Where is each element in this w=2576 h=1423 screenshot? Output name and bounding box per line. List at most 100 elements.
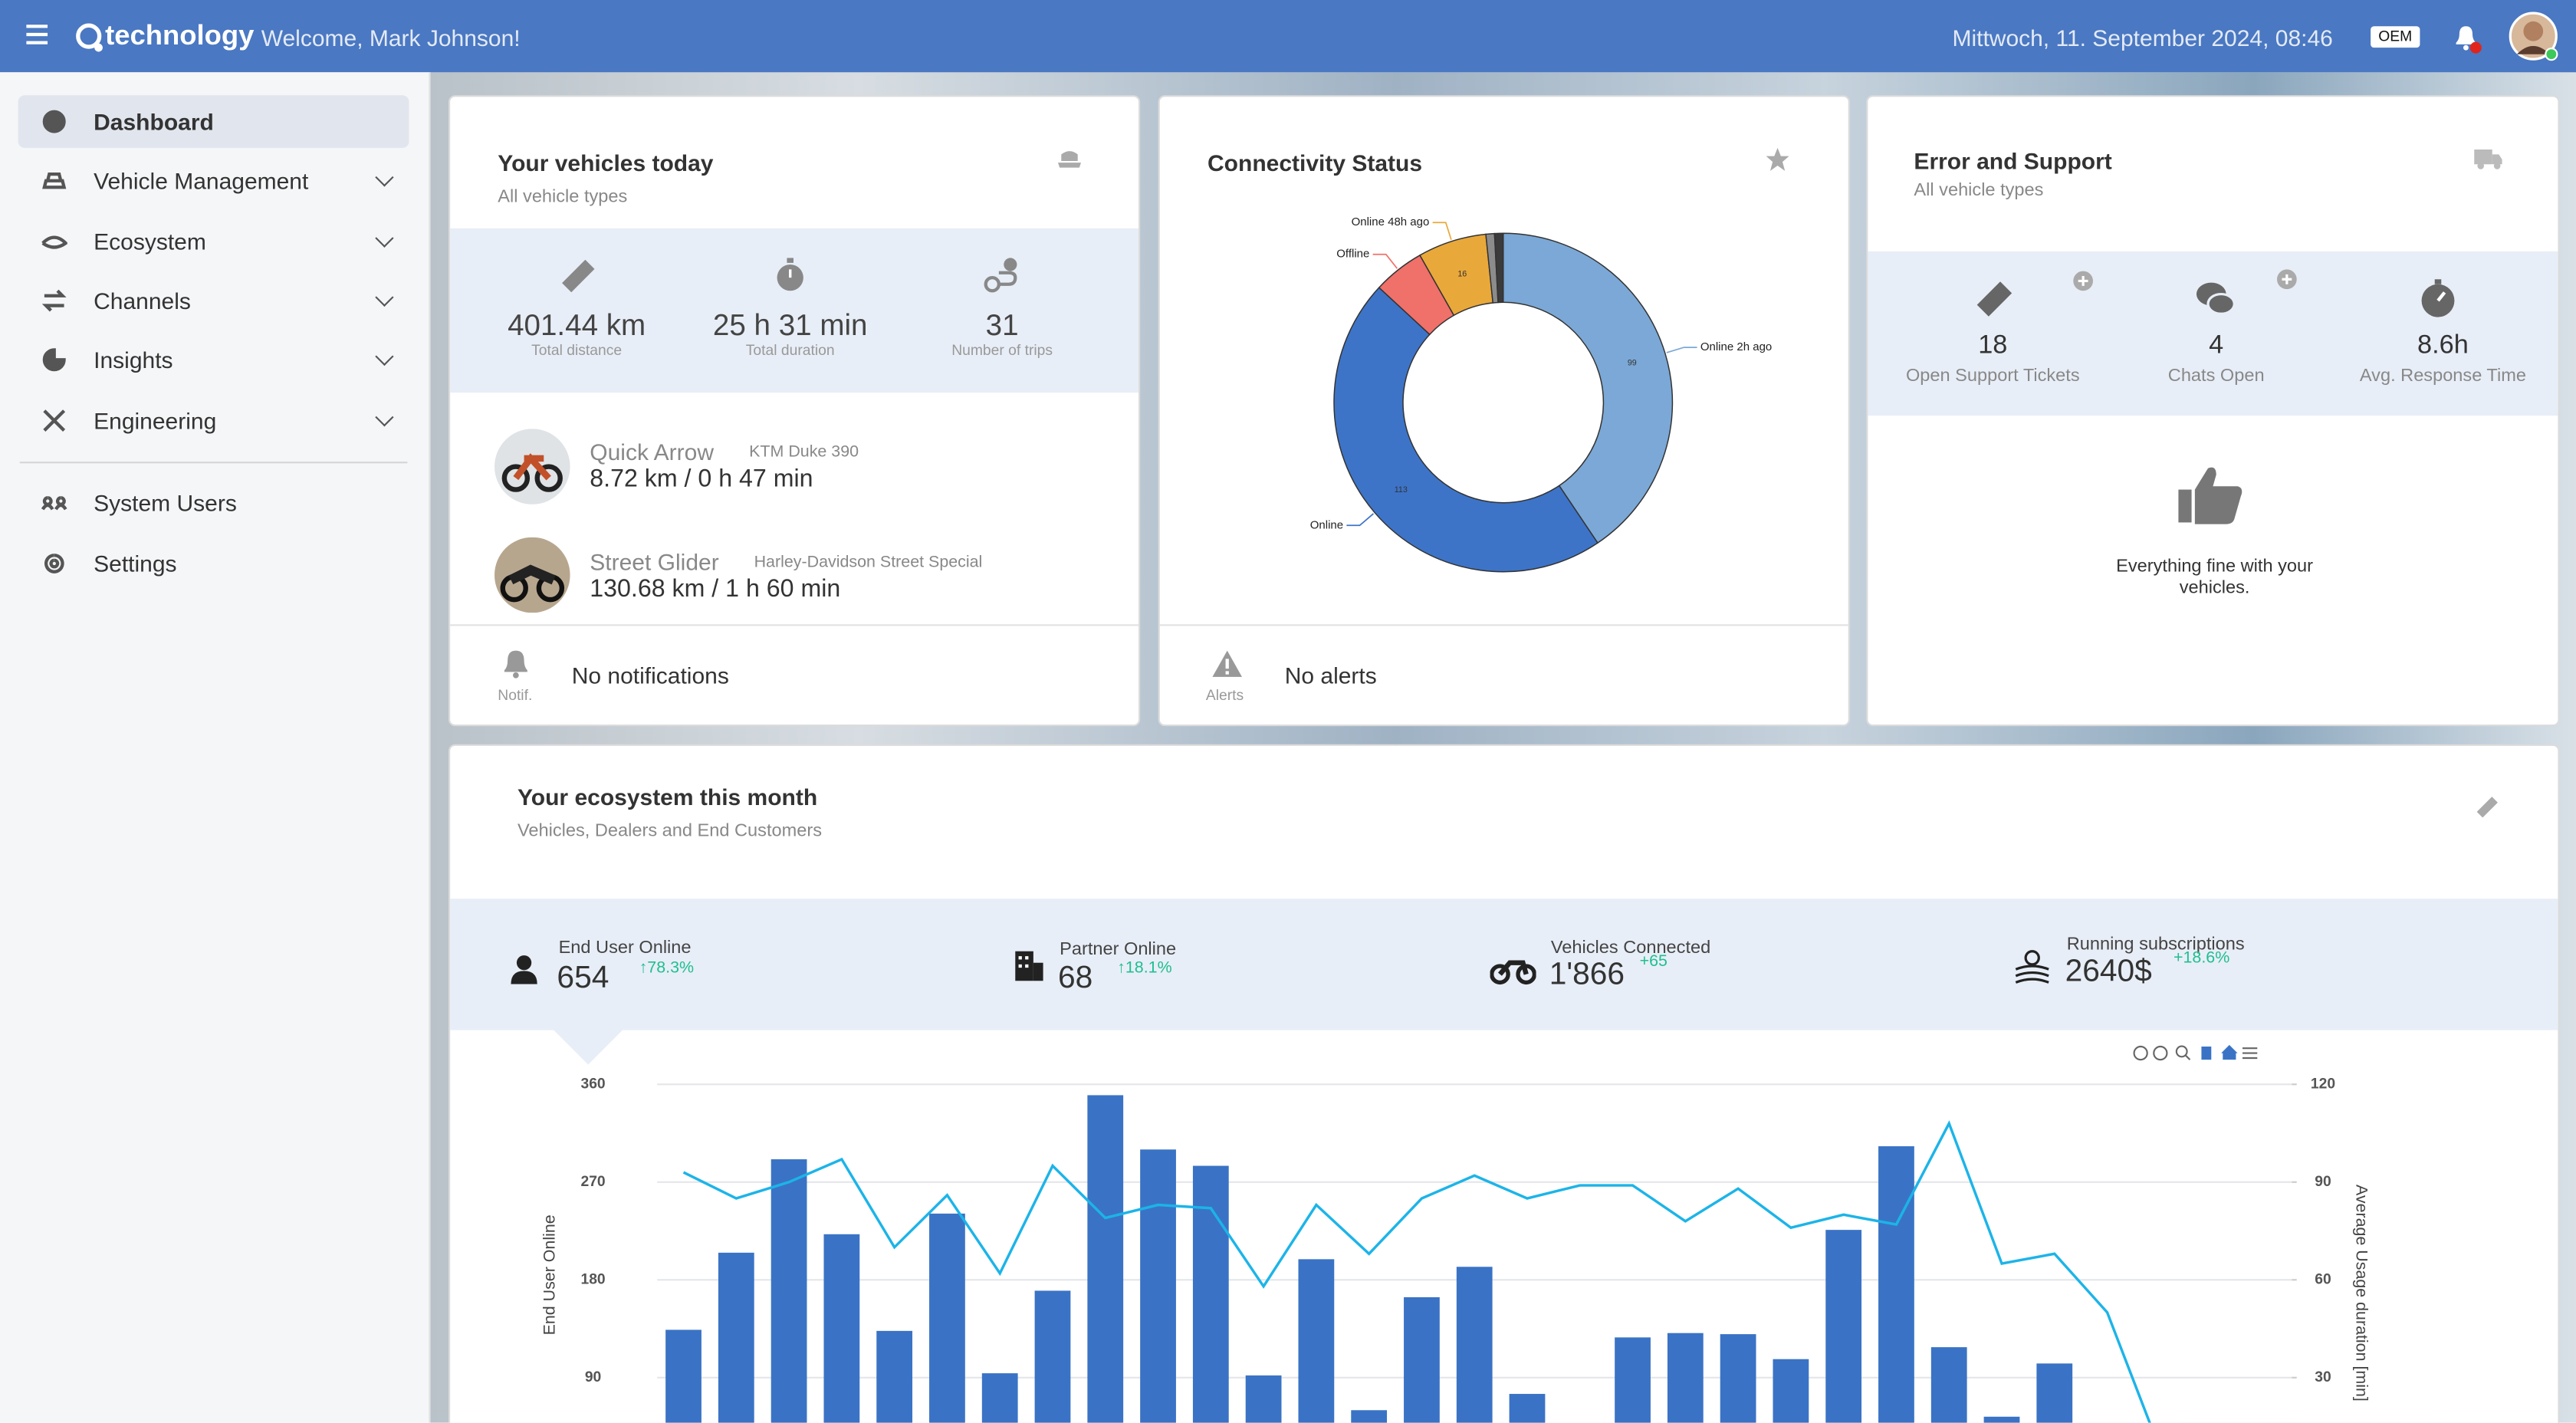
notification-bell[interactable] xyxy=(2451,23,2484,56)
bar xyxy=(1404,1296,1440,1423)
kpi-label: Running subscriptions xyxy=(2066,935,2245,955)
top-bar: technology Welcome, Mark Johnson! Mittwo… xyxy=(0,0,2576,73)
thumbs-up-icon xyxy=(2178,467,2242,524)
nav-item[interactable]: Insights xyxy=(94,347,173,373)
icon-shape xyxy=(41,289,67,312)
nav-icon xyxy=(42,348,66,372)
bar xyxy=(1351,1410,1388,1423)
kpi-value: 2640$ xyxy=(2065,955,2152,989)
card-title: Connectivity Status xyxy=(1208,150,1423,176)
alert-icon xyxy=(1212,650,1242,677)
menu-button[interactable] xyxy=(26,25,48,44)
bar xyxy=(1087,1095,1124,1423)
add-ticket-button[interactable] xyxy=(2072,269,2095,292)
stat-value: 8.6h xyxy=(2417,331,2469,360)
card-title: Your vehicles today xyxy=(498,150,714,176)
bar xyxy=(1245,1375,1282,1423)
nav-item[interactable]: Ecosystem xyxy=(94,228,206,255)
vehicle-name[interactable]: Street Glider xyxy=(590,548,719,575)
vehicle-summary: 130.68 km / 1 h 60 min xyxy=(590,575,841,603)
logo-icon xyxy=(76,23,103,52)
brand[interactable]: technology xyxy=(105,19,255,51)
icon-shape xyxy=(41,235,67,249)
bar xyxy=(1509,1394,1546,1423)
nav-icon xyxy=(42,172,67,189)
line-series xyxy=(682,1120,2151,1423)
user-icon xyxy=(511,955,537,984)
leader-line xyxy=(1666,347,1697,353)
icon-shape xyxy=(42,172,67,189)
date-time: Mittwoch, 11. September 2024, 08:46 xyxy=(1952,25,2333,51)
bar xyxy=(981,1373,1018,1423)
ruler-icon xyxy=(562,259,595,293)
add-chat-button[interactable] xyxy=(2275,268,2298,291)
chat-icon xyxy=(2196,282,2236,315)
icon-shape xyxy=(42,110,66,133)
y2-tick-label: 60 xyxy=(2315,1271,2331,1287)
segment-value-label: 113 xyxy=(1395,485,1408,495)
footer-icon-label: Notif. xyxy=(498,686,533,704)
favorite-star[interactable] xyxy=(1764,146,1790,173)
stat-value: 18 xyxy=(1978,331,2008,360)
nav-item[interactable]: Channels xyxy=(94,288,191,314)
oem-badge[interactable]: OEM xyxy=(2371,26,2420,48)
leader-line xyxy=(1346,513,1374,527)
kpi-band xyxy=(450,899,2558,1030)
stat-label: Avg. Response Time xyxy=(2359,366,2526,386)
card-subtitle: All vehicle types xyxy=(1914,180,2044,201)
vehicle-photo xyxy=(495,537,570,613)
route-icon xyxy=(984,258,1017,293)
user-avatar[interactable] xyxy=(2509,12,2561,64)
stat-label: Chats Open xyxy=(2167,366,2265,386)
segment-value-label: 99 xyxy=(1628,359,1637,368)
icon-shape xyxy=(43,409,66,432)
y2-tick-label: 120 xyxy=(2311,1076,2335,1092)
bar xyxy=(1034,1290,1071,1423)
stat-label: Total distance xyxy=(531,341,623,359)
stat-value: 31 xyxy=(985,308,1019,342)
nav-icon xyxy=(44,554,64,573)
bar xyxy=(1878,1146,1914,1423)
segment-value-label: 16 xyxy=(1457,269,1467,278)
bar xyxy=(770,1159,807,1423)
stat-label: Number of trips xyxy=(951,341,1053,359)
stats-band xyxy=(450,228,1138,393)
bar xyxy=(1930,1347,1967,1423)
leader-line xyxy=(1372,253,1398,269)
bar xyxy=(2036,1363,2073,1423)
vehicle-icon xyxy=(1058,151,1081,168)
icon-shape xyxy=(44,554,64,573)
edit-button[interactable] xyxy=(2474,795,2500,821)
nav-item[interactable]: Vehicle Management xyxy=(94,167,309,194)
stat-value: 25 h 31 min xyxy=(712,308,868,342)
chart-toolbar[interactable] xyxy=(2131,1043,2262,1063)
bar xyxy=(1773,1359,1809,1423)
bar xyxy=(1140,1149,1176,1423)
nav-item[interactable]: System Users xyxy=(94,489,237,516)
stats-band xyxy=(1868,251,2558,416)
stat-label: Total duration xyxy=(745,341,835,359)
footer-text: No alerts xyxy=(1284,662,1377,688)
nav-item[interactable]: Settings xyxy=(94,550,177,577)
bar xyxy=(1825,1230,1862,1423)
truck-icon xyxy=(2474,150,2502,169)
y-tick-label: 180 xyxy=(580,1271,605,1287)
kpi-label: End User Online xyxy=(558,938,692,958)
y-tick-label: 270 xyxy=(580,1174,605,1190)
status-message: Everything fine with your vehicles. xyxy=(2116,557,2313,598)
bar xyxy=(1298,1259,1335,1423)
nav-icon xyxy=(43,409,66,432)
donut-segment xyxy=(1333,287,1598,573)
vehicle-name[interactable]: Quick Arrow xyxy=(590,439,715,465)
bar xyxy=(1983,1416,2020,1423)
nav-item[interactable]: Dashboard xyxy=(94,108,214,135)
kpi-pointer xyxy=(552,1028,625,1065)
nav-item[interactable]: Engineering xyxy=(94,407,217,434)
bar xyxy=(1456,1267,1493,1423)
kpi-label: Partner Online xyxy=(1060,939,1177,960)
support-card xyxy=(1866,95,2560,727)
segment-label: Online 48h ago xyxy=(1352,215,1430,228)
y2-tick-label: 90 xyxy=(2315,1174,2331,1190)
leader-line xyxy=(1432,222,1452,240)
